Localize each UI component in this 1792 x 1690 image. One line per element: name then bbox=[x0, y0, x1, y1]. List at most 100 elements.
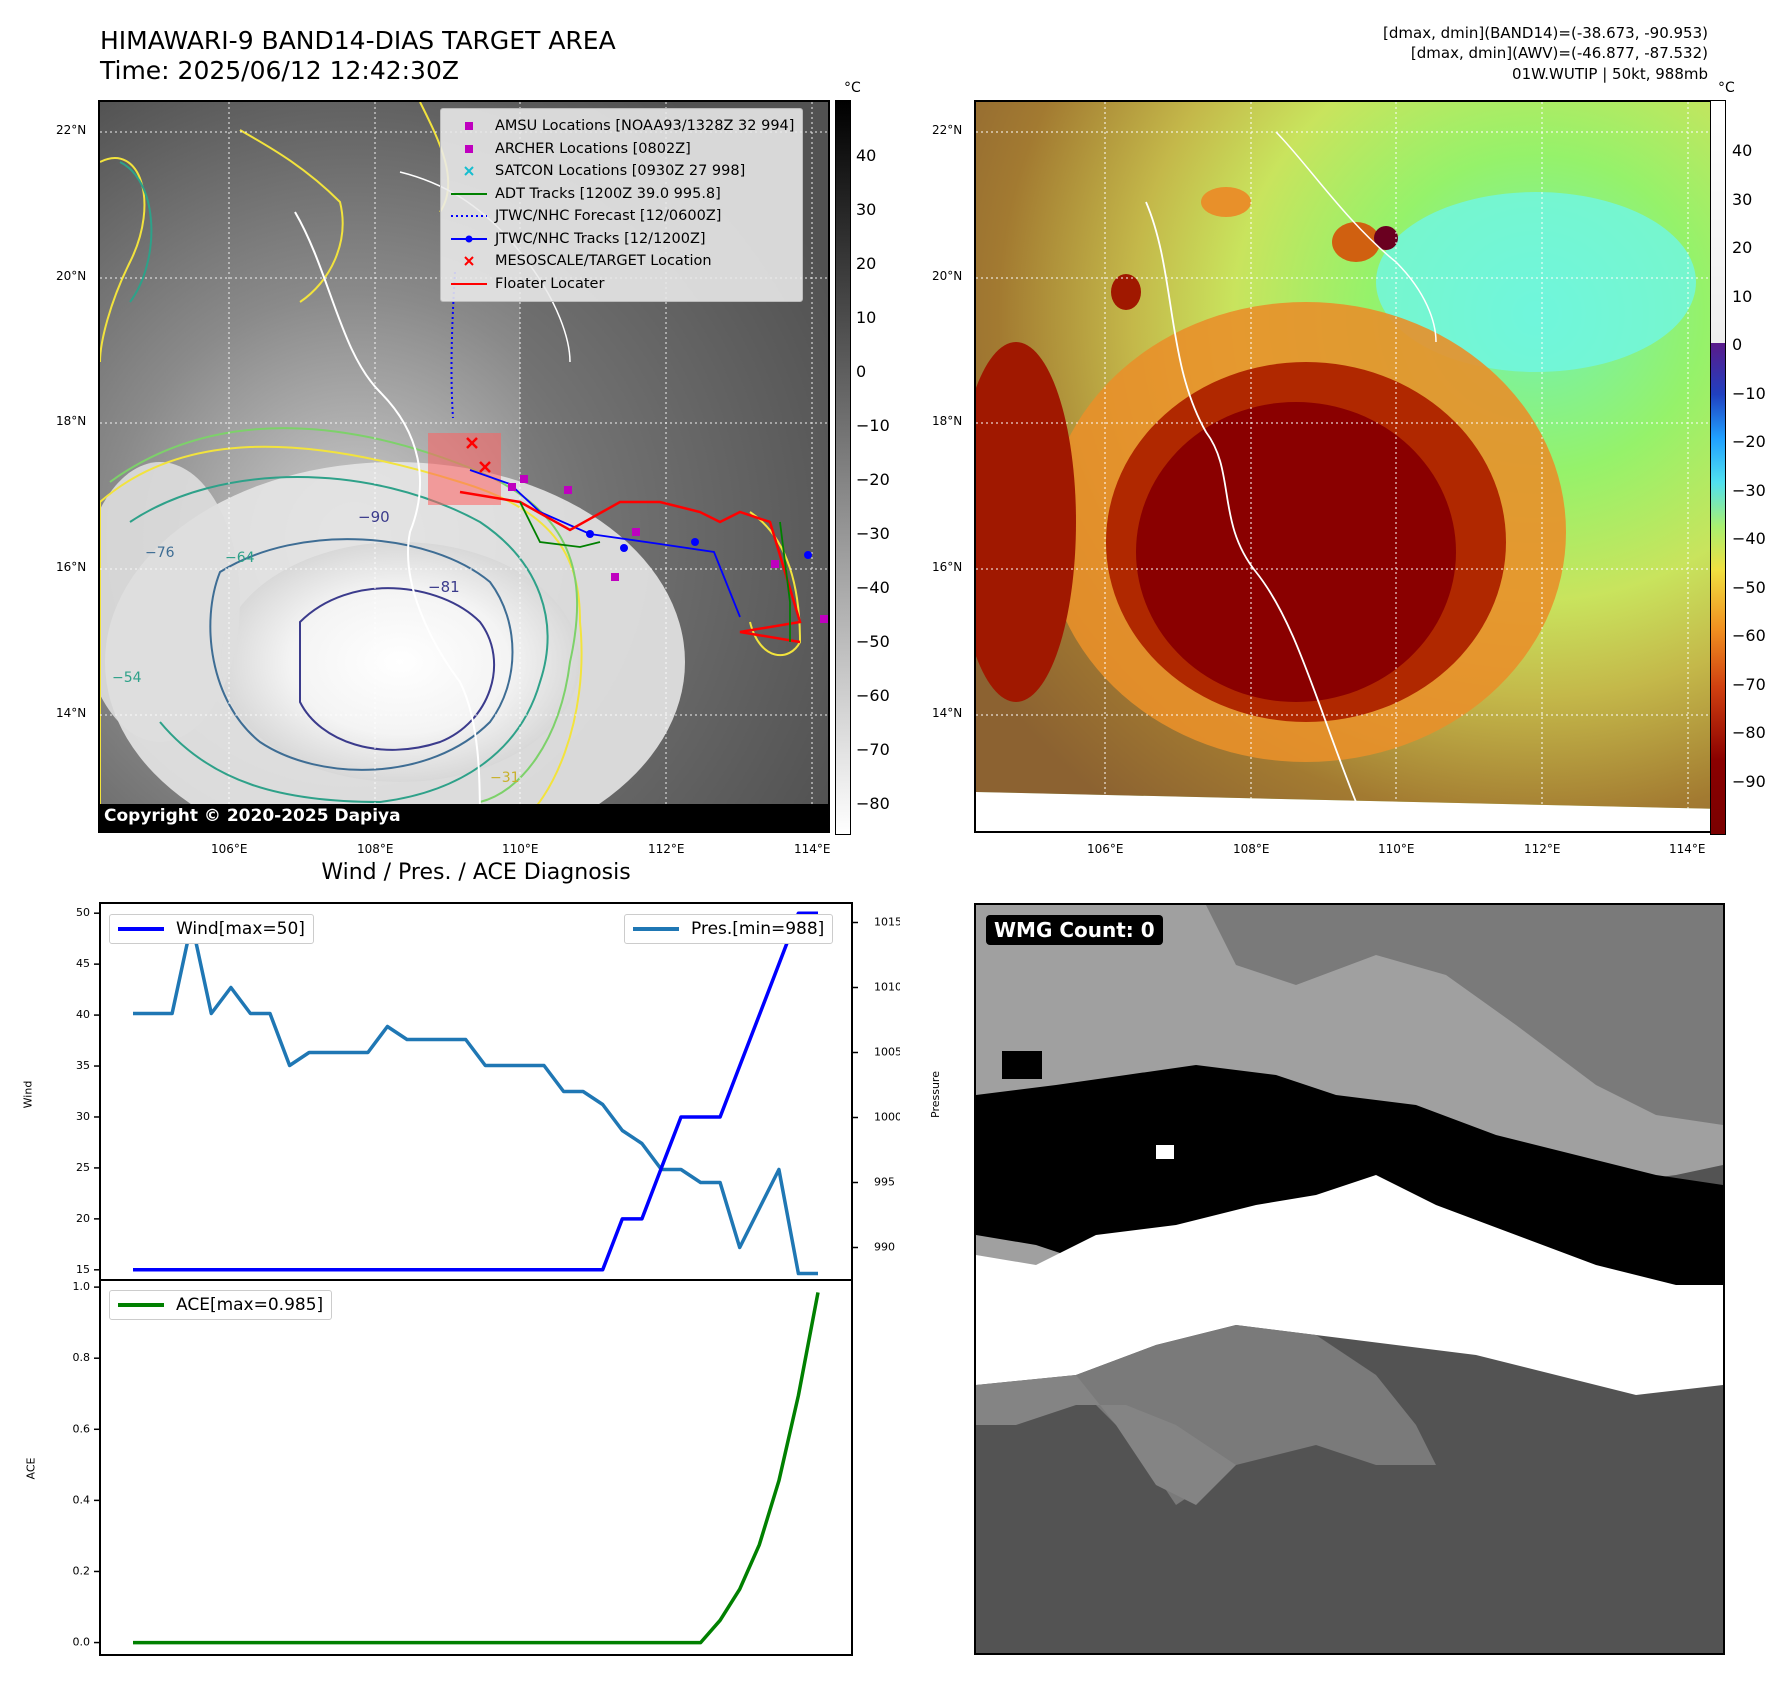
wind-line-icon bbox=[118, 927, 164, 931]
legend-item-floater: Floater Locater bbox=[449, 273, 794, 296]
colorbar-tick-label: −60 bbox=[856, 686, 890, 705]
pressure-legend: Pres.[min=988] bbox=[624, 914, 834, 944]
legend-item-forecast: JTWC/NHC Forecast [12/0600Z] bbox=[449, 205, 794, 228]
ir-colorbar bbox=[835, 100, 851, 835]
wmg-image bbox=[976, 905, 1723, 1653]
ace-tick-label: 0.0 bbox=[73, 1636, 91, 1649]
ace-tick-label: 0.6 bbox=[73, 1422, 91, 1435]
ir-map-legend: AMSU Locations [NOAA93/1328Z 32 994] ARC… bbox=[440, 108, 804, 302]
colorbar-tick-label: −80 bbox=[856, 794, 890, 813]
copyright-text: Copyright © 2020-2025 Dapiya bbox=[104, 806, 401, 826]
square-marker-icon bbox=[449, 121, 489, 131]
legend-item-archer: ARCHER Locations [0802Z] bbox=[449, 138, 794, 161]
colorbar-tick-label: −10 bbox=[1732, 383, 1766, 403]
pressure-tick-label: 1000 bbox=[874, 1111, 900, 1124]
wind-tick-label: 20 bbox=[76, 1212, 90, 1225]
line-marker-icon bbox=[449, 281, 489, 287]
pressure-line bbox=[133, 920, 818, 1276]
lat-label: 14°N bbox=[56, 706, 87, 720]
colorbar-tick-label: 30 bbox=[1732, 189, 1753, 209]
awv-colorbar-unit: °C bbox=[1718, 80, 1735, 96]
colorbar-tick-label: −10 bbox=[856, 416, 890, 435]
colorbar-tick-label: −40 bbox=[1732, 529, 1766, 548]
colorbar-tick-label: −50 bbox=[1732, 577, 1766, 597]
wind-tick-label: 30 bbox=[76, 1110, 90, 1123]
colorbar-tick-label: −70 bbox=[856, 740, 890, 759]
colorbar-tick-label: −60 bbox=[1732, 626, 1766, 645]
pressure-axis-label: Pressure bbox=[928, 1071, 942, 1118]
pressure-tick-label: 1010 bbox=[874, 981, 900, 994]
ace-tick-label: 0.2 bbox=[73, 1564, 91, 1577]
pressure-tick-label: 1015 bbox=[874, 916, 900, 929]
legend-item-satcon: SATCON Locations [0930Z 27 998] bbox=[449, 160, 794, 183]
contour-label: −76 bbox=[145, 545, 175, 561]
diagnosis-chart: 15 20 25 30 35 40 45 50 990 995 1000 1005 1010 1015 0.… bbox=[73, 902, 900, 1656]
contour-label: −64 bbox=[225, 550, 255, 566]
pressure-line-icon bbox=[633, 927, 679, 931]
timestamp: Time: 2025/06/12 12:42:30Z bbox=[100, 56, 459, 85]
lat-label: 16°N bbox=[932, 560, 963, 574]
chart-title: Wind / Pres. / ACE Diagnosis bbox=[321, 860, 631, 885]
wmg-count-badge: WMG Count: 0 bbox=[986, 915, 1163, 945]
ace-line-icon bbox=[118, 1303, 164, 1307]
wind-tick-label: 35 bbox=[76, 1059, 90, 1072]
colorbar-tick-label: −50 bbox=[856, 632, 890, 651]
lat-label: 20°N bbox=[932, 269, 963, 283]
lat-label: 18°N bbox=[56, 414, 87, 428]
ace-tick-label: 1.0 bbox=[73, 1280, 91, 1293]
colorbar-tick-label: 10 bbox=[856, 308, 877, 327]
awv-range: [dmax, dmin](AWV)=(-46.877, -87.532) bbox=[1410, 44, 1708, 62]
pressure-tick-label: 995 bbox=[874, 1176, 895, 1189]
wmg-panel: WMG Count: 0 bbox=[974, 903, 1725, 1655]
contour-label: −31 bbox=[490, 770, 520, 786]
x-marker-icon bbox=[449, 256, 489, 266]
colorbar-tick-label: 10 bbox=[1732, 286, 1753, 306]
legend-item-target: MESOSCALE/TARGET Location bbox=[449, 250, 794, 273]
awv-map-panel bbox=[974, 100, 1725, 833]
contour-label: −90 bbox=[358, 508, 390, 526]
page-title: HIMAWARI-9 BAND14-DIAS TARGET AREA bbox=[100, 26, 616, 55]
wind-axis-label: Wind bbox=[21, 1080, 35, 1109]
ace-line bbox=[133, 1292, 820, 1645]
colorbar-tick-label: 30 bbox=[856, 200, 877, 219]
wind-tick-label: 15 bbox=[76, 1263, 90, 1276]
wind-tick-label: 40 bbox=[76, 1008, 90, 1021]
colorbar-tick-label: −40 bbox=[856, 578, 890, 597]
x-marker-icon bbox=[449, 166, 489, 176]
dotted-line-icon bbox=[449, 213, 489, 219]
legend-item-adt: ADT Tracks [1200Z 39.0 995.8] bbox=[449, 183, 794, 206]
awv-colorbar bbox=[1710, 100, 1726, 835]
ir-map-panel: −90 −81 −76 −64 −54 −31 Copyright © 2020… bbox=[98, 100, 830, 833]
lon-label: 106°E bbox=[1087, 842, 1124, 856]
lat-label: 16°N bbox=[56, 560, 87, 574]
wind-tick-label: 25 bbox=[76, 1161, 90, 1174]
colorbar-tick-label: −30 bbox=[1732, 480, 1766, 500]
lat-label: 18°N bbox=[932, 414, 963, 428]
legend-item-tracks: JTWC/NHC Tracks [12/1200Z] bbox=[449, 228, 794, 251]
colorbar-tick-label: 0 bbox=[1732, 335, 1743, 354]
colorbar-tick-label: −80 bbox=[1732, 723, 1766, 742]
ace-tick-label: 0.8 bbox=[73, 1351, 91, 1364]
lon-label: 112°E bbox=[648, 842, 685, 856]
ace-axes-frame bbox=[99, 1279, 853, 1656]
contour-label: −54 bbox=[112, 670, 142, 686]
lon-label: 110°E bbox=[502, 842, 539, 856]
lon-label: 108°E bbox=[1233, 842, 1270, 856]
colorbar-tick-label: −90 bbox=[1732, 771, 1766, 791]
colorbar-tick-label: −20 bbox=[1732, 432, 1766, 451]
lat-label: 14°N bbox=[932, 706, 963, 720]
wind-line bbox=[133, 911, 818, 1272]
ace-axis-label: ACE bbox=[24, 1457, 38, 1480]
ir-colorbar-unit: °C bbox=[844, 80, 861, 96]
lon-label: 110°E bbox=[1378, 842, 1415, 856]
band14-range: [dmax, dmin](BAND14)=(-38.673, -90.953) bbox=[1383, 24, 1708, 42]
lat-label: 20°N bbox=[56, 269, 87, 283]
wind-legend: Wind[max=50] bbox=[109, 914, 314, 944]
colorbar-tick-label: 40 bbox=[856, 146, 877, 165]
square-marker-icon bbox=[449, 144, 489, 154]
legend-item-amsu: AMSU Locations [NOAA93/1328Z 32 994] bbox=[449, 115, 794, 138]
lon-label: 114°E bbox=[1669, 842, 1706, 856]
lon-label: 114°E bbox=[794, 842, 831, 856]
lon-label: 112°E bbox=[1524, 842, 1561, 856]
line-dot-icon bbox=[449, 235, 489, 243]
